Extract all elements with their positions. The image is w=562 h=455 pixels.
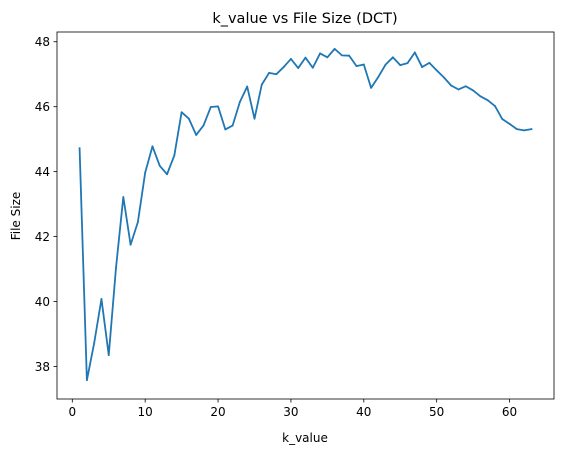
chart-title: k_value vs File Size (DCT)	[212, 11, 397, 27]
data-point	[333, 47, 336, 50]
data-point	[530, 128, 533, 131]
data-point	[319, 52, 321, 55]
data-point	[188, 117, 190, 120]
y-axis-label: File Size	[9, 192, 23, 241]
data-point	[93, 342, 96, 345]
data-point	[479, 95, 482, 98]
data-point	[173, 154, 176, 157]
y-tick-label: 40	[35, 295, 50, 309]
data-point	[217, 105, 219, 108]
data-point	[224, 128, 227, 131]
data-point	[421, 66, 423, 68]
x-tick-label: 60	[502, 405, 517, 419]
data-point	[523, 129, 526, 132]
data-point	[311, 66, 314, 69]
data-point	[239, 100, 241, 103]
data-point	[268, 72, 270, 74]
x-axis-label: k_value	[282, 431, 328, 445]
data-point	[202, 124, 205, 127]
data-point	[413, 51, 416, 54]
y-tick-label: 38	[35, 360, 50, 374]
data-point	[377, 75, 380, 78]
data-point	[399, 64, 402, 67]
y-tick-label: 48	[35, 35, 50, 49]
data-point	[115, 266, 117, 269]
data-point	[195, 134, 198, 136]
x-tick-label: 10	[138, 405, 153, 419]
data-point	[282, 66, 285, 68]
data-point	[406, 62, 409, 65]
data-point	[443, 76, 445, 79]
data-point	[290, 58, 292, 60]
y-tick-label: 44	[35, 165, 50, 179]
data-point	[231, 124, 234, 127]
data-point	[486, 99, 489, 102]
data-point	[151, 145, 154, 148]
data-point	[508, 123, 511, 125]
data-point	[472, 89, 475, 92]
data-point	[341, 54, 343, 57]
data-point	[122, 196, 125, 198]
y-axis: 38 40 42 44 46 48	[35, 35, 57, 374]
data-point	[129, 243, 132, 246]
data-point	[136, 221, 139, 223]
data-point	[275, 73, 278, 76]
data-point	[253, 117, 256, 120]
data-point	[494, 105, 496, 107]
data-point	[85, 379, 88, 382]
data-point	[515, 128, 518, 131]
data-point	[428, 61, 431, 64]
axes-frame	[56, 31, 555, 400]
x-tick-label: 0	[68, 405, 76, 419]
data-point	[100, 298, 103, 300]
data-point	[180, 111, 183, 114]
data-point	[362, 63, 365, 66]
data-point	[464, 85, 467, 88]
data-point	[392, 56, 394, 59]
data-point	[144, 171, 147, 174]
x-tick-label: 20	[210, 405, 225, 419]
data-point	[457, 88, 460, 91]
data-point	[501, 118, 504, 120]
data-point	[246, 85, 249, 88]
data-point	[260, 83, 263, 86]
data-point	[450, 84, 453, 87]
data-point	[370, 86, 372, 89]
data-point	[326, 56, 329, 59]
data-point	[384, 63, 387, 66]
data-point	[78, 147, 81, 150]
data-point	[166, 173, 168, 176]
x-tick-label: 40	[356, 405, 371, 419]
y-tick-label: 46	[35, 100, 50, 114]
data-point	[435, 69, 438, 72]
x-axis: 0 10 20 30 40 50 60	[68, 399, 517, 419]
plot-area	[78, 47, 533, 382]
data-point	[107, 354, 110, 357]
data-point	[158, 164, 161, 167]
data-point	[348, 54, 351, 57]
x-tick-label: 50	[429, 405, 444, 419]
y-tick-label: 42	[35, 230, 50, 244]
data-point	[209, 106, 212, 108]
data-point	[297, 67, 300, 69]
x-tick-label: 30	[283, 405, 298, 419]
data-point	[304, 56, 307, 59]
data-point	[355, 65, 358, 67]
